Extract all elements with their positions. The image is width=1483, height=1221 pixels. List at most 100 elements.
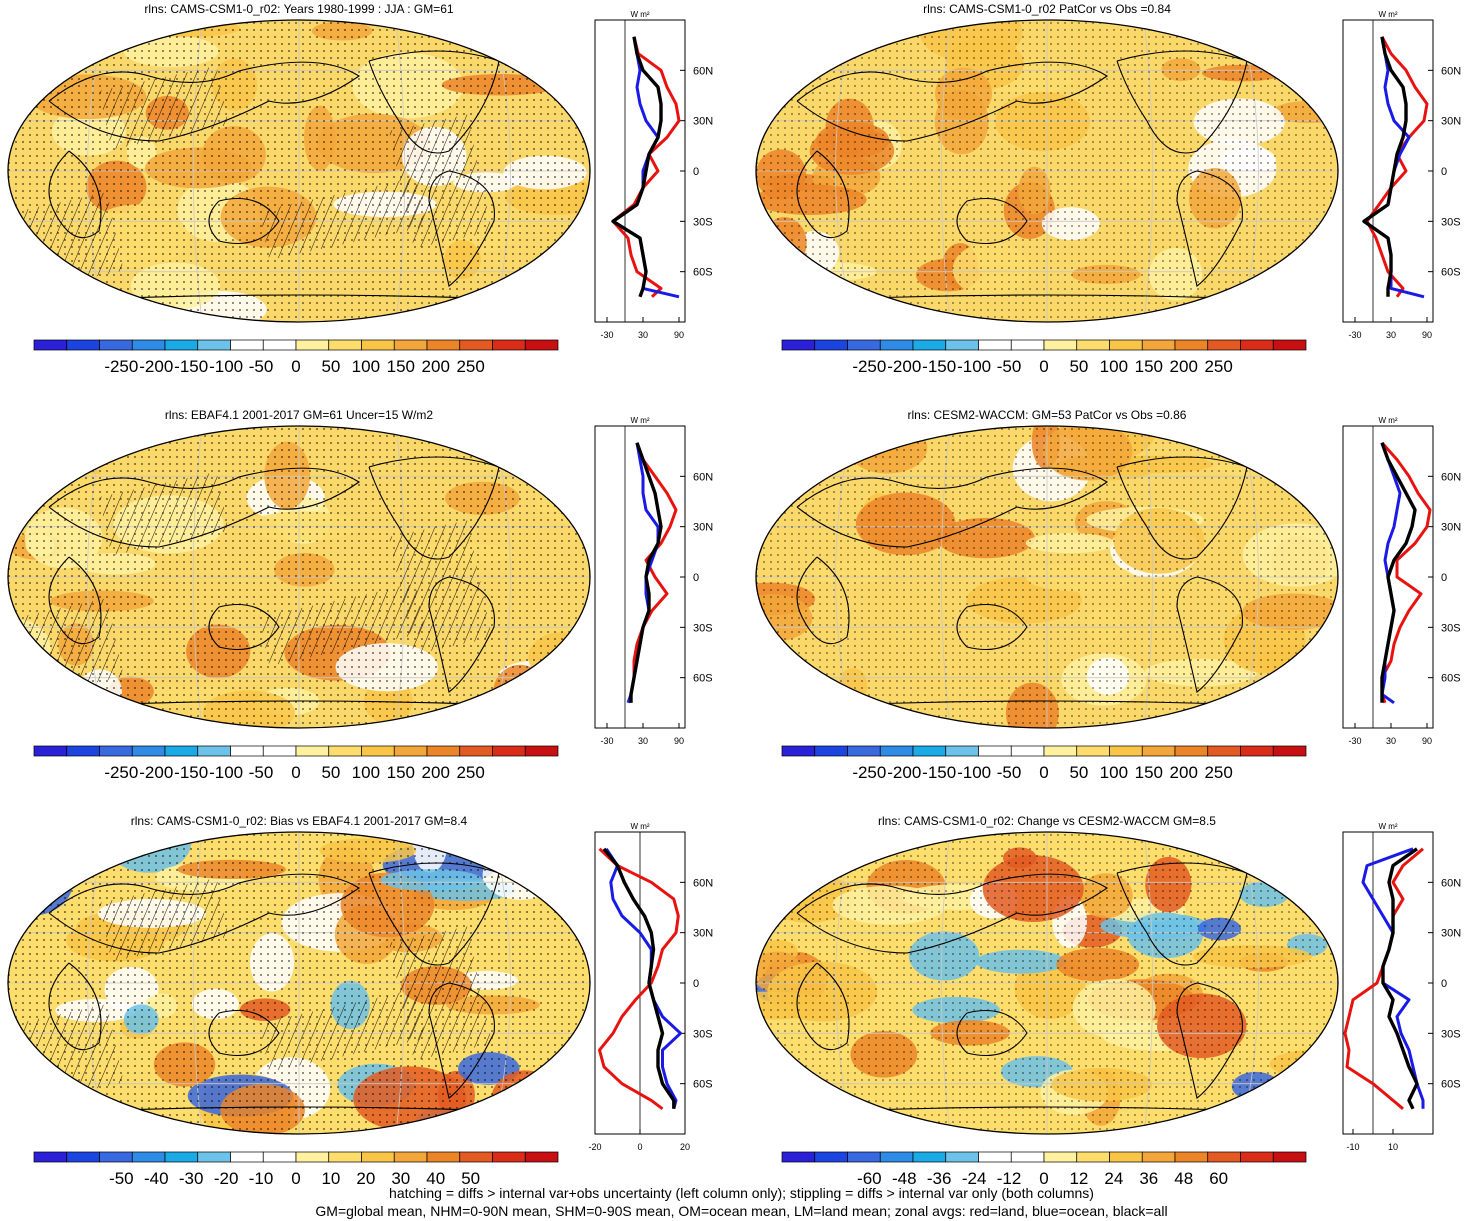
panel-graphics: W m² 60N 30N 0 30S 60S -30 30 90 <box>755 10 1461 351</box>
zonal-x-tick: 90 <box>674 330 684 340</box>
zonal-unit-label: W m² <box>630 822 649 831</box>
zonal-series-all <box>1381 847 1419 1110</box>
colorbar-swatch <box>1043 339 1078 351</box>
colorbar-tick-label: -150 <box>174 763 209 782</box>
colorbar-swatch <box>847 745 881 757</box>
colorbar-tick-label: 48 <box>1174 1169 1194 1188</box>
colorbar-swatch <box>1076 1151 1110 1163</box>
zonal-lat-tick: 60N <box>693 65 713 77</box>
footer-line-2: GM=global mean, NHM=0-90N mean, SHM=0-90… <box>315 1203 1168 1219</box>
zonal-lat-tick: 30S <box>693 216 713 228</box>
colorbar-swatch <box>33 745 68 757</box>
colorbar-swatch <box>945 339 979 351</box>
zonal-x-tick: -30 <box>600 330 613 340</box>
map-field <box>756 832 1338 1134</box>
colorbar-swatch <box>230 1151 264 1163</box>
colorbar <box>781 339 1307 351</box>
colorbar-swatch <box>393 1151 428 1163</box>
zonal-series-land <box>598 847 680 1110</box>
zonal-lat-tick: 30S <box>693 622 713 634</box>
zonal-lat-tick: 60N <box>1441 471 1461 483</box>
colorbar-swatch <box>1076 339 1110 351</box>
colorbar-swatch <box>879 745 914 757</box>
colorbar-swatch <box>524 339 559 351</box>
colorbar-tick-label: -20 <box>213 1169 239 1188</box>
colorbar-tick-label: 50 <box>321 357 341 376</box>
zonal-unit-label: W m² <box>630 416 649 425</box>
zonal-series-land <box>1365 36 1429 298</box>
zonal-x-tick: 90 <box>1422 330 1432 340</box>
colorbar-swatch <box>33 1151 68 1163</box>
zonal-lat-tick: 60S <box>693 673 713 685</box>
colorbar-tick-label: 250 <box>456 357 485 376</box>
zonal-lat-tick: 60N <box>1441 65 1461 77</box>
colorbar-swatch <box>978 1151 1012 1163</box>
colorbar-tick-label: 0 <box>291 1169 301 1188</box>
colorbar-swatch <box>99 1151 133 1163</box>
colorbar-tick-label: 250 <box>456 763 485 782</box>
colorbar-swatch <box>1043 745 1078 757</box>
colorbar-tick-label: 50 <box>321 763 341 782</box>
colorbar-swatch <box>1272 745 1307 757</box>
zonal-unit-label: W m² <box>1378 822 1397 831</box>
zonal-lat-tick: 60N <box>693 877 713 889</box>
colorbar <box>33 1151 559 1163</box>
zonal-series-all <box>611 36 663 298</box>
colorbar-tick-label: 0 <box>291 763 301 782</box>
colorbar-swatch <box>814 339 848 351</box>
map-field <box>8 426 590 728</box>
colorbar-swatch <box>131 745 166 757</box>
zonal-lat-tick: 0 <box>1441 572 1447 584</box>
colorbar-swatch <box>230 339 264 351</box>
colorbar-swatch <box>361 1151 395 1163</box>
map-field <box>8 832 590 1134</box>
zonal-series-land <box>1380 441 1432 704</box>
zonal-lat-tick: 30S <box>1441 216 1461 228</box>
colorbar-swatch <box>912 339 947 351</box>
colorbar-swatch <box>1207 1151 1241 1163</box>
colorbar-swatch <box>492 339 526 351</box>
colorbar-tick-label: -250 <box>852 763 887 782</box>
colorbar-tick-label: 100 <box>351 357 381 376</box>
colorbar-swatch <box>524 1151 559 1163</box>
colorbar-swatch <box>262 339 297 351</box>
colorbar-tick-label: -50 <box>109 1169 134 1188</box>
panel-graphics: W m² 60N 30N 0 30S 60S -30 30 90 <box>7 416 713 757</box>
zonal-x-tick: -30 <box>600 736 613 746</box>
panel-6: rlns: CAMS-CSM1-0_r02: Change vs CESM2-W… <box>748 812 1483 1192</box>
colorbar-swatch <box>230 745 264 757</box>
zonal-lat-tick: 30S <box>1441 1028 1461 1040</box>
colorbar-swatch <box>1207 745 1241 757</box>
colorbar-swatch <box>1043 1151 1078 1163</box>
colorbar-tick-label: -100 <box>209 357 244 376</box>
colorbar-swatch <box>1141 339 1176 351</box>
colorbar-tick-label: -100 <box>957 763 992 782</box>
colorbar-swatch <box>66 745 100 757</box>
colorbar-swatch <box>1109 1151 1143 1163</box>
colorbar-tick-label: 100 <box>1099 357 1129 376</box>
zonal-series-land <box>611 36 681 298</box>
zonal-mean-plot: W m² 60N 30N 0 30S 60S -30 30 90 <box>594 416 713 746</box>
colorbar-swatch <box>847 339 881 351</box>
colorbar-swatch <box>1010 1151 1045 1163</box>
zonal-lat-tick: 0 <box>1441 166 1447 178</box>
colorbar-swatch <box>328 1151 362 1163</box>
colorbar-tick-label: -150 <box>174 357 209 376</box>
colorbar-swatch <box>66 1151 100 1163</box>
colorbar-tick-label: -200 <box>139 357 174 376</box>
colorbar-swatch <box>1272 1151 1307 1163</box>
zonal-lat-tick: 60N <box>693 471 713 483</box>
panel-5: rlns: CAMS-CSM1-0_r02: Bias vs EBAF4.1 2… <box>0 812 735 1192</box>
colorbar-tick-label: -50 <box>996 763 1022 782</box>
colorbar-tick-label: 50 <box>1069 763 1089 782</box>
zonal-x-tick: -30 <box>1348 330 1361 340</box>
panel-title: rlns: CAMS-CSM1-0_r02 PatCor vs Obs =0.8… <box>923 2 1171 16</box>
colorbar-swatch <box>1010 339 1045 351</box>
colorbar-swatch <box>978 745 1012 757</box>
colorbar-tick-label: 200 <box>421 357 450 376</box>
zonal-x-tick: 10 <box>1388 1142 1398 1152</box>
colorbar-swatch <box>879 1151 914 1163</box>
colorbar-swatch <box>781 1151 816 1163</box>
colorbar-swatch <box>361 745 395 757</box>
colorbar <box>781 1151 1307 1163</box>
